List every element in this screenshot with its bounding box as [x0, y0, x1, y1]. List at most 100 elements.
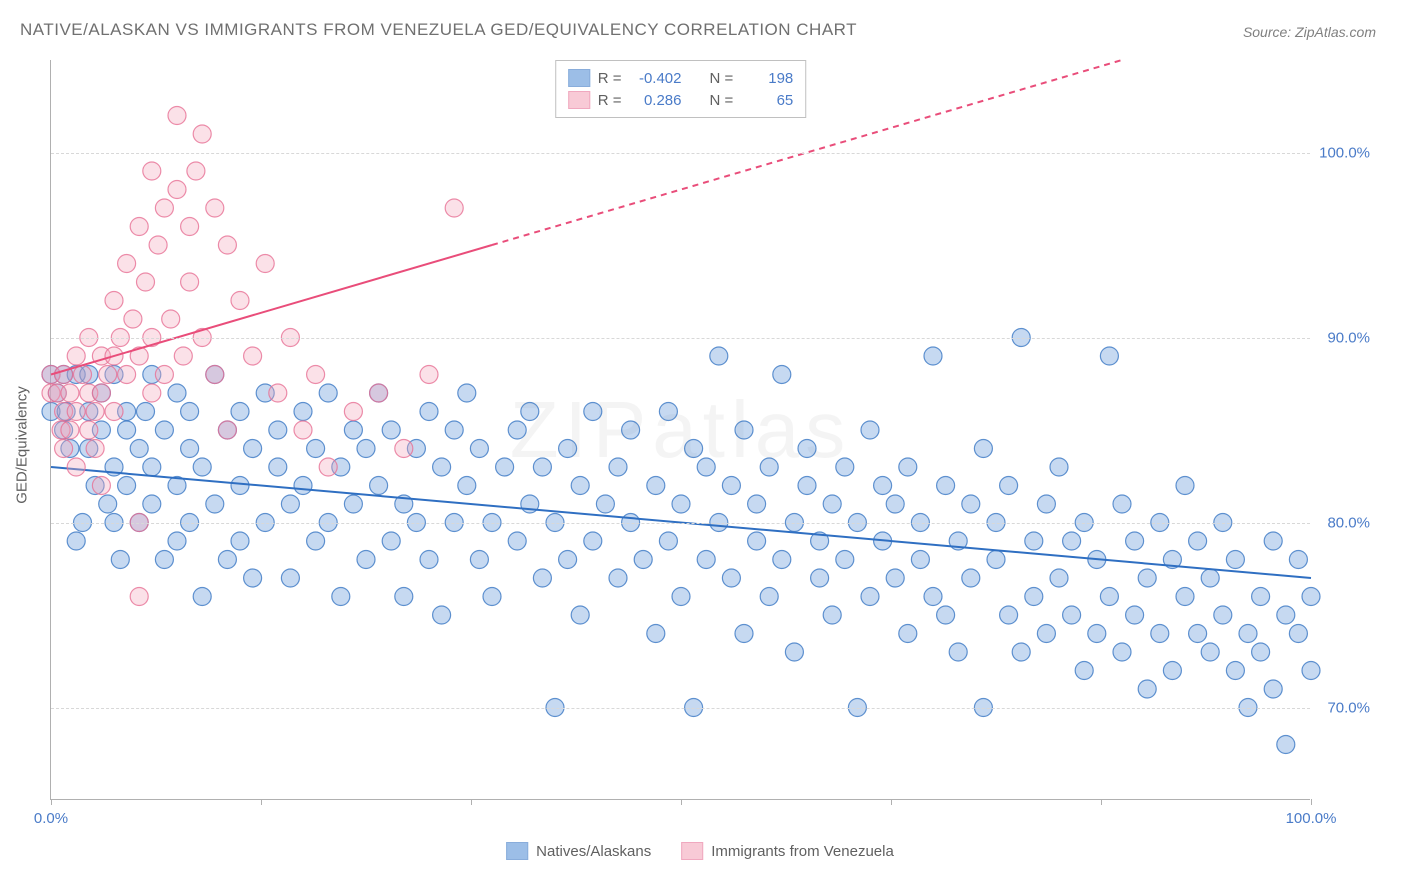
scatter-point-natives — [571, 477, 589, 495]
scatter-point-venezuela — [99, 366, 117, 384]
scatter-point-venezuela — [244, 347, 262, 365]
scatter-point-venezuela — [206, 366, 224, 384]
scatter-point-natives — [357, 551, 375, 569]
scatter-point-natives — [836, 551, 854, 569]
y-tick-label: 100.0% — [1319, 144, 1370, 161]
scatter-point-natives — [811, 569, 829, 587]
scatter-point-natives — [143, 458, 161, 476]
scatter-point-natives — [1037, 495, 1055, 513]
scatter-point-natives — [1277, 736, 1295, 754]
scatter-point-venezuela — [370, 384, 388, 402]
scatter-point-natives — [886, 569, 904, 587]
scatter-point-natives — [521, 403, 539, 421]
scatter-point-natives — [281, 495, 299, 513]
scatter-point-natives — [609, 458, 627, 476]
scatter-point-natives — [748, 532, 766, 550]
scatter-point-natives — [231, 477, 249, 495]
scatter-point-natives — [962, 495, 980, 513]
scatter-point-natives — [143, 495, 161, 513]
scatter-point-natives — [1277, 606, 1295, 624]
scatter-point-natives — [307, 440, 325, 458]
r-value-natives: -0.402 — [630, 70, 682, 87]
scatter-point-natives — [458, 384, 476, 402]
scatter-point-natives — [735, 421, 753, 439]
scatter-point-natives — [1252, 643, 1270, 661]
scatter-point-venezuela — [61, 384, 79, 402]
scatter-point-venezuela — [130, 218, 148, 236]
scatter-point-natives — [823, 606, 841, 624]
scatter-point-natives — [659, 403, 677, 421]
scatter-point-natives — [836, 458, 854, 476]
scatter-point-natives — [1063, 606, 1081, 624]
scatter-point-venezuela — [92, 384, 110, 402]
scatter-point-natives — [1239, 625, 1257, 643]
scatter-point-natives — [962, 569, 980, 587]
scatter-point-natives — [193, 458, 211, 476]
scatter-point-natives — [1264, 680, 1282, 698]
scatter-point-natives — [937, 606, 955, 624]
scatter-point-natives — [118, 421, 136, 439]
chart-title: NATIVE/ALASKAN VS IMMIGRANTS FROM VENEZU… — [20, 20, 857, 40]
scatter-point-natives — [1113, 495, 1131, 513]
scatter-point-venezuela — [92, 477, 110, 495]
scatter-point-natives — [1050, 458, 1068, 476]
scatter-point-natives — [231, 532, 249, 550]
scatter-point-natives — [1289, 551, 1307, 569]
scatter-point-natives — [949, 643, 967, 661]
scatter-point-natives — [533, 458, 551, 476]
scatter-point-natives — [685, 440, 703, 458]
scatter-point-natives — [111, 551, 129, 569]
x-tick-label: 0.0% — [34, 810, 68, 827]
scatter-point-natives — [193, 588, 211, 606]
scatter-point-natives — [584, 403, 602, 421]
scatter-point-natives — [533, 569, 551, 587]
scatter-point-natives — [659, 532, 677, 550]
scatter-point-natives — [1025, 588, 1043, 606]
scatter-point-natives — [1226, 662, 1244, 680]
scatter-point-natives — [395, 588, 413, 606]
scatter-point-venezuela — [155, 199, 173, 217]
scatter-point-natives — [168, 532, 186, 550]
chart-area: GED/Equivalency ZIPatlas R = -0.402 N = … — [50, 60, 1350, 830]
scatter-point-natives — [99, 495, 117, 513]
scatter-point-natives — [155, 421, 173, 439]
scatter-point-venezuela — [344, 403, 362, 421]
scatter-point-natives — [672, 588, 690, 606]
scatter-point-venezuela — [118, 366, 136, 384]
scatter-point-venezuela — [155, 366, 173, 384]
scatter-point-natives — [1100, 588, 1118, 606]
scatter-point-natives — [1012, 643, 1030, 661]
scatter-point-natives — [67, 532, 85, 550]
scatter-point-natives — [218, 551, 236, 569]
scatter-point-natives — [1176, 477, 1194, 495]
scatter-point-venezuela — [118, 255, 136, 273]
scatter-point-natives — [823, 495, 841, 513]
scatter-point-natives — [470, 551, 488, 569]
legend-item-venezuela: Immigrants from Venezuela — [681, 842, 894, 860]
scatter-point-natives — [244, 440, 262, 458]
scatter-point-natives — [1000, 477, 1018, 495]
r-value-venezuela: 0.286 — [630, 92, 682, 109]
y-tick-label: 80.0% — [1327, 514, 1370, 531]
scatter-point-natives — [911, 551, 929, 569]
scatter-point-venezuela — [105, 403, 123, 421]
scatter-point-natives — [596, 495, 614, 513]
r-label: R = — [598, 92, 622, 109]
scatter-point-natives — [559, 440, 577, 458]
scatter-point-natives — [672, 495, 690, 513]
scatter-point-natives — [622, 421, 640, 439]
scatter-point-natives — [508, 532, 526, 550]
scatter-point-natives — [231, 403, 249, 421]
scatter-point-natives — [470, 440, 488, 458]
scatter-point-natives — [294, 403, 312, 421]
scatter-point-natives — [344, 421, 362, 439]
scatter-point-natives — [1302, 662, 1320, 680]
x-tick — [891, 799, 892, 805]
scatter-point-natives — [559, 551, 577, 569]
scatter-point-natives — [382, 532, 400, 550]
scatter-point-venezuela — [86, 403, 104, 421]
scatter-point-venezuela — [67, 458, 85, 476]
legend-label-natives: Natives/Alaskans — [536, 843, 651, 860]
scatter-point-natives — [1151, 625, 1169, 643]
scatter-point-natives — [294, 477, 312, 495]
